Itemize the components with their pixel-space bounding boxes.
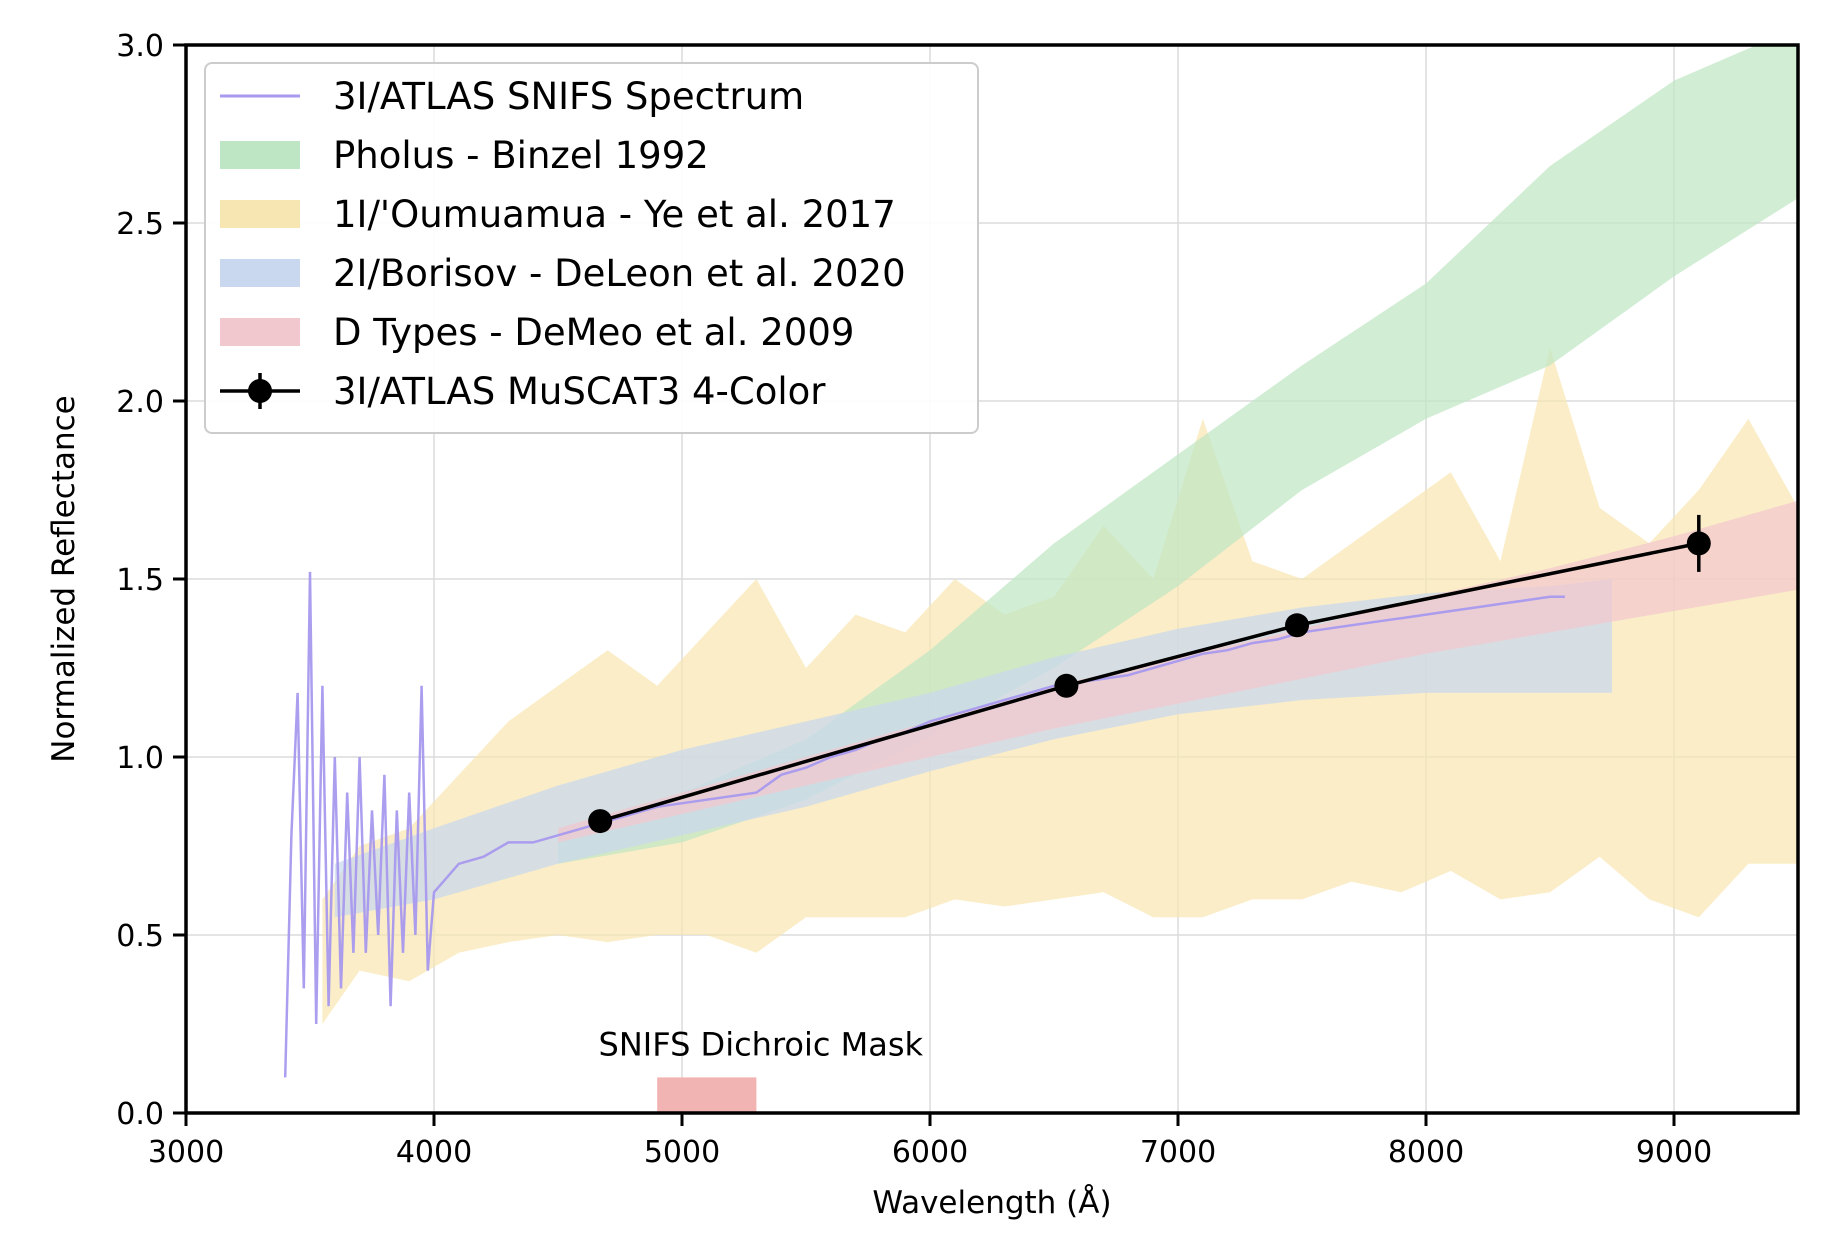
legend-entry-label: D Types - DeMeo et al. 2009 <box>333 311 854 354</box>
x-tick-label: 7000 <box>1140 1135 1216 1170</box>
annotation: SNIFS Dichroic Mask <box>599 1025 924 1113</box>
muscat-point <box>1054 673 1079 698</box>
x-tick-label: 6000 <box>892 1135 968 1170</box>
muscat-point <box>588 809 613 834</box>
x-tick-label: 8000 <box>1388 1135 1464 1170</box>
plot-area <box>283 45 1798 1078</box>
y-tick-label: 2.5 <box>116 207 164 242</box>
axes-ticks: 3000 4000 5000 6000 7000 8000 9000 0.0 0.5 1.0 1.5… <box>116 29 1712 1170</box>
legend-entry-label: 2I/Borisov - DeLeon et al. 2020 <box>333 252 906 295</box>
y-tick-label: 1.5 <box>116 563 164 598</box>
legend: 3I/ATLAS SNIFS Spectrum Pholus - Binzel 1… <box>204 62 979 434</box>
annotation-label: SNIFS Dichroic Mask <box>599 1025 924 1063</box>
legend-entry-label: 3I/ATLAS MuSCAT3 4-Color <box>333 370 826 413</box>
legend-swatch-band <box>220 200 300 228</box>
y-axis-label: Normalized Reflectance <box>46 395 82 762</box>
legend-entry-label: 1I/'Oumuamua - Ye et al. 2017 <box>333 193 896 236</box>
dichroic-mask-region <box>657 1077 757 1113</box>
band-1 <box>558 45 1798 864</box>
x-tick-label: 4000 <box>396 1135 472 1170</box>
legend-box <box>204 62 979 434</box>
legend-swatch-marker <box>248 379 272 403</box>
y-tick-label: 0.5 <box>116 919 164 954</box>
x-tick-label: 3000 <box>148 1135 224 1170</box>
legend-swatch-band <box>220 141 300 169</box>
x-axis-label: Wavelength (Å) <box>872 1185 1111 1221</box>
x-tick-label: 9000 <box>1636 1135 1712 1170</box>
x-tick-label: 5000 <box>644 1135 720 1170</box>
muscat-point <box>1285 613 1310 638</box>
y-tick-label: 0.0 <box>116 1097 164 1132</box>
muscat-point <box>1686 531 1711 556</box>
legend-entry-label: 3I/ATLAS SNIFS Spectrum <box>333 75 804 118</box>
muscat-line <box>599 541 1700 823</box>
legend-entry-label: Pholus - Binzel 1992 <box>333 134 709 177</box>
y-tick-label: 2.0 <box>116 385 164 420</box>
legend-swatch-band <box>220 259 300 287</box>
y-tick-label: 1.0 <box>116 741 164 776</box>
y-tick-label: 3.0 <box>116 29 164 64</box>
legend-swatch-band <box>220 318 300 346</box>
